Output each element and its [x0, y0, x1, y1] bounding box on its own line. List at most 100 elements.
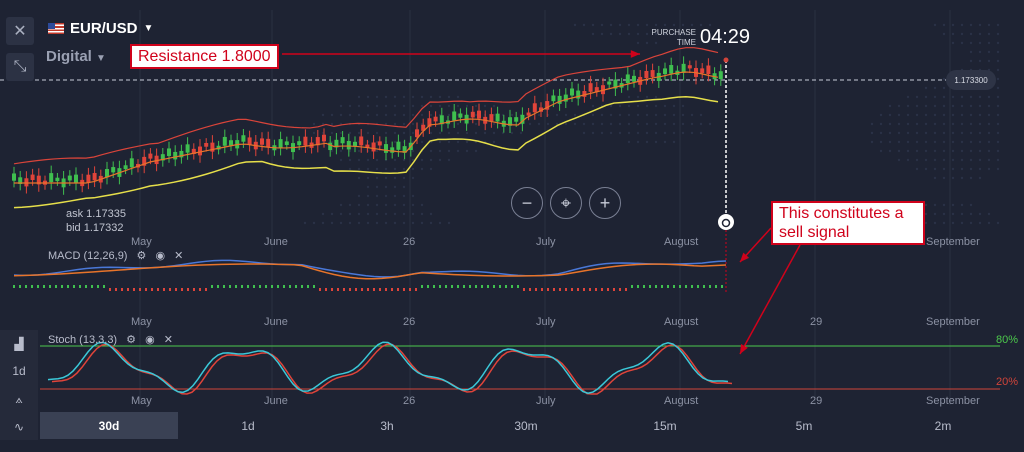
candle-body	[545, 101, 550, 110]
map-dot	[951, 131, 955, 135]
macd-arrow-head	[740, 252, 750, 262]
candle-body	[632, 75, 636, 82]
map-dot	[618, 122, 622, 126]
indicators-icon[interactable]: ∿	[13, 420, 25, 434]
map-dot	[393, 104, 397, 108]
map-dot	[375, 149, 379, 153]
gear-icon[interactable]: ⚙	[126, 334, 137, 346]
map-dot	[933, 221, 937, 225]
map-dot	[591, 32, 595, 36]
map-dot	[429, 158, 433, 162]
map-dot	[348, 149, 352, 153]
candle-body	[247, 137, 252, 145]
map-dot	[411, 131, 415, 135]
asset-selector[interactable]: EUR/USD ▼	[48, 20, 153, 37]
map-dot	[393, 194, 397, 198]
map-dot	[339, 203, 343, 207]
map-dot	[906, 140, 910, 144]
candle-body	[173, 151, 178, 160]
period-button[interactable]: 1d	[12, 364, 26, 378]
month-label: June	[264, 236, 288, 248]
resistance-arrow-head	[630, 50, 640, 58]
zoom-in-button[interactable]: +	[589, 187, 621, 219]
map-dot	[366, 176, 370, 180]
drawing-tool-icon[interactable]: ⟑	[15, 391, 23, 406]
timeframe-30d[interactable]: 30d	[40, 412, 178, 439]
map-dot	[438, 221, 442, 225]
timeframe-15m[interactable]: 15m	[653, 418, 677, 433]
candle-body	[346, 140, 351, 150]
map-dot	[600, 23, 604, 27]
candle-body	[191, 148, 196, 155]
map-dot	[978, 50, 982, 54]
month-label: June	[264, 395, 288, 407]
candle-body	[594, 87, 599, 92]
map-dot	[411, 167, 415, 171]
timeframe-30m[interactable]: 30m	[514, 418, 538, 433]
map-dot	[645, 131, 649, 135]
timer-icon	[718, 214, 734, 230]
timeframe-5m[interactable]: 5m	[795, 418, 813, 433]
collapse-icon: ⤡	[13, 58, 27, 75]
chart-type-icon[interactable]: ▟	[14, 337, 24, 351]
map-dot	[906, 158, 910, 162]
map-dot	[636, 41, 640, 45]
map-dot	[411, 221, 415, 225]
eye-icon[interactable]: ◉	[155, 250, 166, 262]
map-dot	[924, 140, 928, 144]
map-dot	[969, 221, 973, 225]
map-dot	[330, 140, 334, 144]
map-dot	[942, 77, 946, 81]
map-dot	[411, 212, 415, 216]
map-dot	[933, 113, 937, 117]
map-dot	[888, 140, 892, 144]
map-dot	[915, 167, 919, 171]
candle-body	[371, 142, 376, 152]
map-dot	[969, 23, 973, 27]
map-dot	[996, 50, 1000, 54]
map-dot	[411, 122, 415, 126]
collapse-button[interactable]: ⤡	[6, 53, 34, 81]
map-dot	[942, 149, 946, 153]
map-dot	[420, 104, 424, 108]
map-dot	[978, 212, 982, 216]
map-dot	[690, 122, 694, 126]
candle-body	[185, 144, 190, 153]
center-button[interactable]: ⌖	[550, 187, 582, 219]
gear-icon[interactable]: ⚙	[136, 250, 147, 262]
map-dot	[330, 131, 334, 135]
timeframe-3h[interactable]: 3h	[380, 418, 394, 433]
map-dot	[915, 113, 919, 117]
map-dot	[888, 131, 892, 135]
overbought-level: 80%	[996, 334, 1019, 346]
map-dot	[411, 194, 415, 198]
map-dot	[942, 176, 946, 180]
map-dot	[996, 68, 1000, 72]
candle-body	[415, 129, 419, 138]
close-icon[interactable]: ✕	[163, 334, 173, 346]
candle-body	[439, 115, 444, 125]
map-dot	[699, 23, 703, 27]
map-dot	[618, 104, 622, 108]
eye-icon[interactable]: ◉	[145, 334, 155, 346]
candle-body	[340, 137, 345, 144]
map-dot	[366, 95, 370, 99]
map-dot	[996, 86, 1000, 90]
map-dot	[537, 122, 541, 126]
close-icon[interactable]: ✕	[174, 250, 184, 262]
map-dot	[969, 41, 973, 45]
map-dot	[384, 185, 388, 189]
timeframe-1d[interactable]: 1d	[241, 418, 255, 433]
close-button[interactable]: ✕	[6, 17, 34, 45]
map-dot	[933, 203, 937, 207]
mode-selector[interactable]: Digital ▼	[46, 48, 106, 65]
candle-body	[607, 81, 612, 85]
map-dot	[627, 32, 631, 36]
timeframe-2m[interactable]: 2m	[934, 418, 952, 433]
map-dot	[933, 95, 937, 99]
map-dot	[915, 95, 919, 99]
candle-body	[123, 165, 128, 170]
purchase-point	[723, 57, 729, 63]
zoom-out-button[interactable]: −	[511, 187, 543, 219]
